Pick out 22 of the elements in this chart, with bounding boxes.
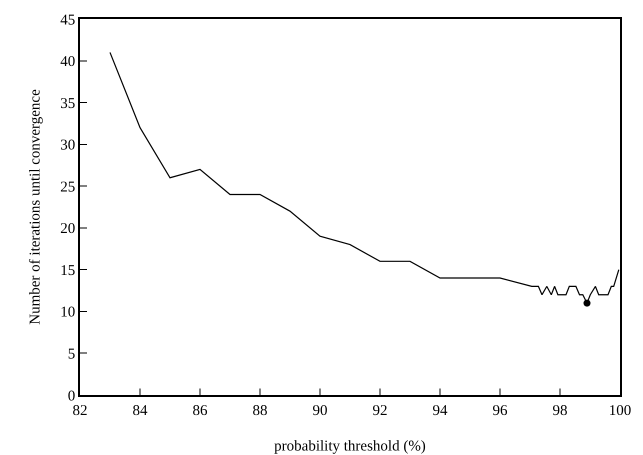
x-tick-label: 84: [132, 402, 148, 419]
x-axis-title: probability threshold (%): [274, 438, 426, 454]
x-tick-label: 82: [72, 402, 88, 419]
y-tick-label: 0: [68, 388, 76, 404]
x-tick-label: 90: [312, 402, 328, 419]
x-tick-label: 86: [192, 402, 208, 419]
x-tick-label: 96: [492, 402, 508, 419]
y-tick-label: 5: [68, 346, 76, 362]
y-tick-label: 10: [60, 304, 76, 321]
x-tick-label: 94: [432, 402, 448, 419]
x-tick-label: 92: [372, 402, 388, 419]
y-tick-label: 20: [60, 221, 76, 238]
x-tick-label: 98: [552, 402, 568, 419]
y-axis-title: Number of iterations until convergence: [28, 88, 44, 325]
y-tick-label: 35: [60, 96, 76, 112]
y-tick-label: 40: [60, 54, 76, 70]
y-tick-label: 45: [60, 12, 76, 28]
y-tick-label: 30: [60, 138, 76, 154]
x-tick-label: 88: [252, 402, 268, 419]
x-tick-label: 100: [608, 402, 632, 419]
y-tick-label: 15: [60, 262, 76, 279]
y-tick-label: 25: [60, 179, 76, 196]
